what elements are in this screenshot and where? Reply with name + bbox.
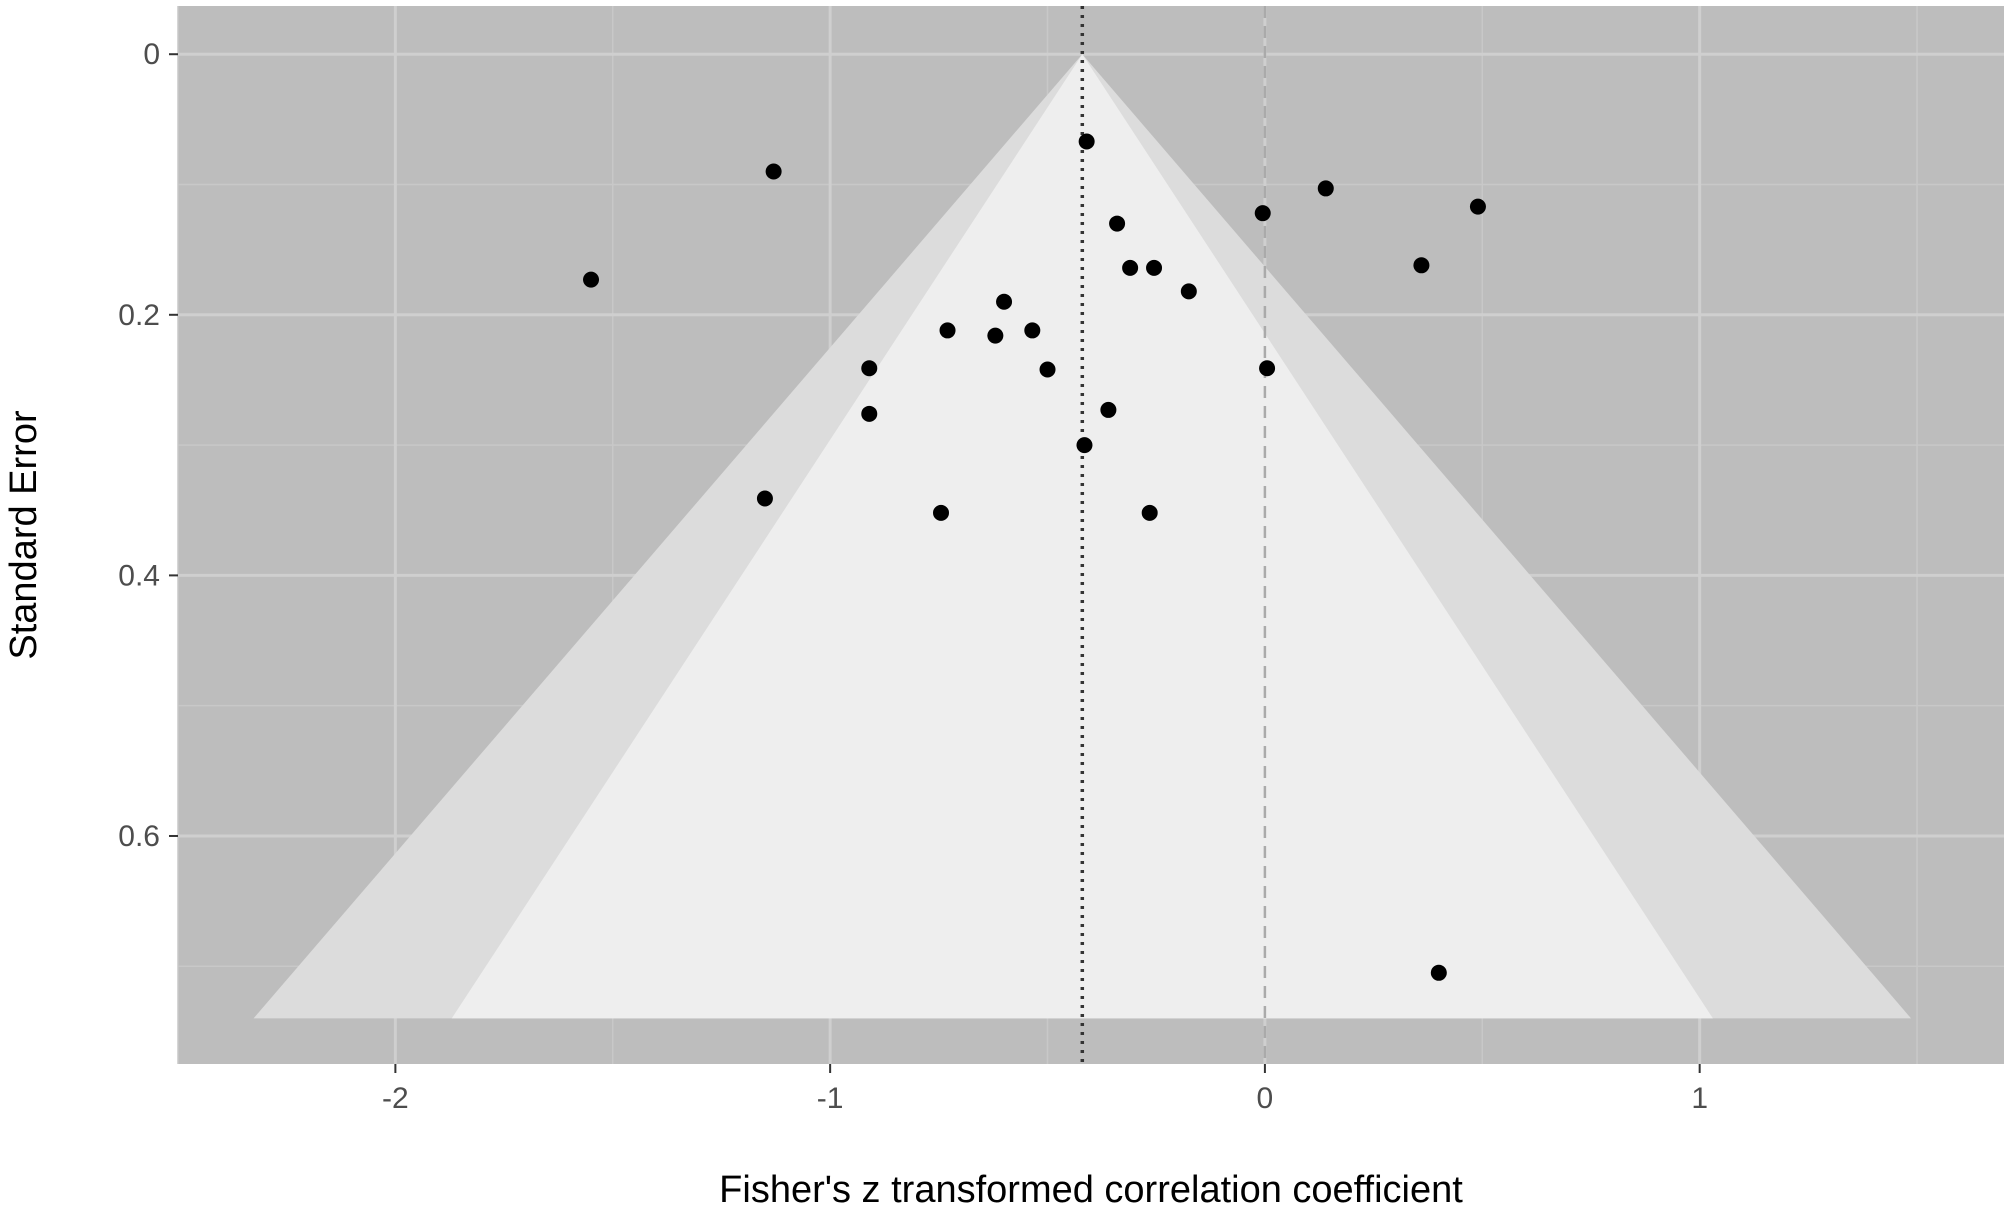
y-tick-label: 0.4 [118, 559, 160, 592]
data-point [939, 322, 956, 339]
funnel-regions [253, 54, 1912, 1019]
funnel-contour-region [451, 54, 1713, 1019]
data-point [765, 163, 782, 180]
y-tick-label: 0 [143, 38, 160, 71]
data-point [861, 360, 878, 377]
data-point [756, 490, 773, 507]
x-axis-ticks: -2 -1 0 1 [382, 1064, 1708, 1115]
data-point [1180, 283, 1197, 300]
x-axis-title: Fisher's z transformed correlation coeff… [719, 1169, 1463, 1211]
data-point [1076, 437, 1093, 454]
data-point [1141, 504, 1158, 521]
data-point [861, 405, 878, 422]
x-tick-label: 1 [1691, 1082, 1708, 1115]
data-point [1469, 198, 1486, 215]
y-axis-title: Standard Error [3, 410, 45, 660]
data-point [1317, 180, 1334, 197]
y-tick-label: 0.2 [118, 299, 160, 332]
data-point [1146, 259, 1163, 276]
data-point [1039, 361, 1056, 378]
data-point [1024, 322, 1041, 339]
data-point [1254, 205, 1271, 222]
data-point [1100, 401, 1117, 418]
data-point [1109, 215, 1126, 232]
x-tick-label: -1 [817, 1082, 844, 1115]
data-point [1078, 133, 1095, 150]
data-point [1430, 964, 1447, 981]
x-tick-label: -2 [382, 1082, 409, 1115]
data-point [1122, 259, 1139, 276]
y-tick-label: 0.6 [118, 820, 160, 853]
y-axis-ticks: 0 0.2 0.4 0.6 [118, 38, 178, 853]
data-point [1413, 257, 1430, 274]
data-point [933, 504, 950, 521]
reference-lines [1080, 6, 1267, 1064]
x-tick-label: 0 [1257, 1082, 1274, 1115]
data-point [996, 293, 1013, 310]
data-point [1259, 360, 1276, 377]
data-points [583, 133, 1486, 981]
data-point [583, 271, 600, 288]
data-point [987, 327, 1004, 344]
